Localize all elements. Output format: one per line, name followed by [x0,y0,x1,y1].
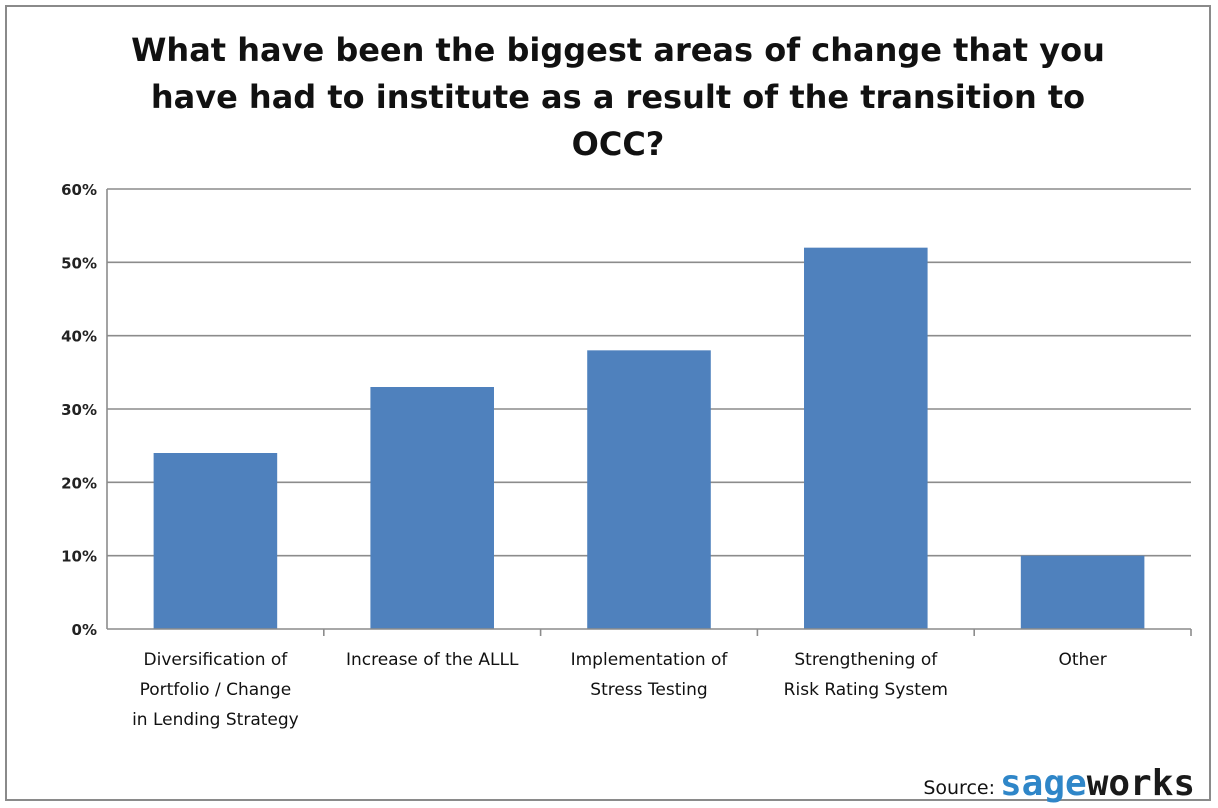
chart-title-line-3: OCC? [572,125,665,163]
x-tick-label: Strengthening of [794,650,938,670]
chart-title: What have been the biggest areas of chan… [131,31,1105,163]
x-tick-label: Stress Testing [590,680,707,700]
sageworks-logo: sageworks [1000,763,1195,803]
y-tick-labels: 0% 10% 20% 30% 40% 50% 60% [61,181,97,639]
logo-works: works [1087,763,1195,803]
x-tick-label: Other [1058,650,1106,670]
x-tick-labels: Diversification of Portfolio / Change in L… [132,650,1107,730]
bar [804,247,928,629]
source-credit: Source: sageworks [923,763,1195,803]
bar [1020,555,1145,629]
y-tick-label: 0% [72,621,97,639]
x-tick-label: Implementation of [571,650,729,670]
y-tick-label: 20% [61,474,97,492]
y-tick-label: 10% [61,548,97,566]
x-tick-label: in Lending Strategy [132,710,299,730]
x-tick-label: Increase of the ALLL [346,650,519,670]
bars [153,247,1145,629]
chart-title-line-1: What have been the biggest areas of chan… [131,31,1105,69]
bar [153,453,278,629]
bar [370,387,494,629]
source-label: Source: [923,777,995,799]
x-tick-label: Risk Rating System [784,680,948,700]
logo-sage: sage [1000,763,1087,803]
bar [587,350,711,629]
y-tick-label: 30% [61,401,97,419]
chart-title-line-2: have had to institute as a result of the… [151,78,1085,116]
y-tick-label: 60% [61,181,97,199]
x-tick-label: Portfolio / Change [140,680,292,700]
y-tick-label: 40% [61,328,97,346]
chart-frame: What have been the biggest areas of chan… [5,5,1211,803]
axes [106,189,1192,636]
bar-chart: What have been the biggest areas of chan… [61,31,1195,803]
y-tick-label: 50% [61,254,97,272]
x-tick-label: Diversification of [144,650,289,670]
